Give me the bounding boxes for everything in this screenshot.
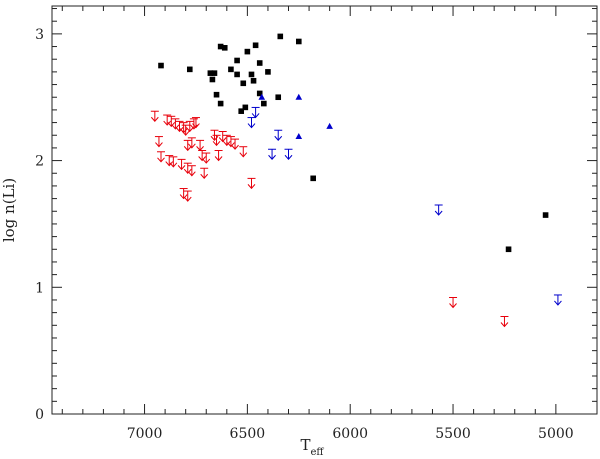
x-tick-label: 6500: [230, 426, 266, 442]
axis-ticks: [52, 6, 597, 415]
upper-limit-point: [214, 150, 223, 162]
square-point: [238, 108, 245, 114]
upper-limit-point: [165, 155, 174, 167]
square-point: [310, 175, 316, 182]
square-point: [277, 33, 284, 40]
square-point: [275, 94, 282, 101]
data-marks: [150, 33, 562, 328]
square-point: [248, 71, 255, 78]
x-tick-label: 7000: [127, 426, 163, 442]
upper-limit-point: [500, 316, 509, 328]
upper-limit-point: [247, 177, 256, 190]
upper-limit-point: [284, 148, 293, 161]
upper-limit-point: [247, 117, 256, 129]
square-point: [217, 43, 224, 50]
square-point: [209, 76, 216, 83]
square-point: [542, 212, 549, 218]
square-point: [256, 60, 263, 66]
upper-limit-point: [212, 134, 221, 147]
upper-limit-point: [553, 294, 562, 306]
y-tick-label: 1: [35, 280, 44, 296]
square-point: [234, 57, 240, 64]
upper-limit-point: [154, 136, 163, 148]
square-point: [244, 48, 251, 55]
upper-limit-point: [196, 139, 205, 152]
square-point: [211, 70, 218, 76]
plot-frame: [51, 5, 598, 415]
y-axis-label: log n(Li): [0, 178, 18, 242]
triangle-point: [295, 93, 303, 100]
upper-limit-point: [183, 162, 192, 174]
upper-limit-point: [169, 156, 178, 168]
upper-limit-point: [226, 136, 235, 148]
upper-limit-point: [200, 167, 209, 180]
upper-limit-point: [181, 124, 190, 136]
upper-limit-point: [187, 137, 196, 149]
upper-limit-point: [198, 150, 207, 162]
square-point: [207, 70, 214, 76]
square-point: [217, 100, 224, 107]
tick-labels: 7000 6500 6000 5500 5000 0 1 2 3: [35, 27, 574, 442]
upper-limit-point: [274, 129, 283, 142]
upper-limit-point: [175, 120, 184, 133]
square-point: [256, 90, 263, 97]
upper-limit-point: [434, 204, 443, 216]
y-tick-label: 3: [35, 27, 44, 43]
x-axis-label-sub: eff: [310, 447, 324, 458]
square-point: [250, 77, 257, 84]
square-point: [295, 38, 302, 45]
triangle-point: [258, 93, 266, 100]
square-point: [242, 104, 249, 111]
triangle-point: [295, 133, 303, 140]
upper-limit-point: [231, 138, 240, 150]
upper-limit-point: [185, 120, 194, 133]
triangle-point: [326, 122, 333, 129]
square-point: [186, 66, 193, 73]
upper-limit-point: [268, 148, 277, 161]
upper-limit-point: [202, 152, 211, 164]
upper-limit-point: [150, 110, 159, 122]
square-point: [158, 62, 164, 69]
upper-limit-point: [183, 190, 192, 202]
upper-limit-point: [163, 114, 172, 126]
square-point: [240, 80, 247, 87]
x-axis-label: Teff: [300, 436, 324, 458]
upper-limit-point: [157, 151, 165, 163]
upper-limit-point: [183, 139, 192, 152]
square-point: [234, 71, 240, 78]
upper-limit-point: [218, 131, 227, 143]
upper-limit-point: [167, 115, 176, 128]
upper-limit-point: [449, 296, 458, 309]
square-point: [213, 91, 220, 98]
square-point: [221, 45, 228, 51]
square-point: [228, 66, 234, 73]
x-tick-label: 5000: [538, 426, 574, 442]
y-tick-label: 0: [35, 407, 44, 423]
x-tick-label: 5500: [435, 426, 471, 442]
upper-limit-point: [191, 117, 200, 129]
x-tick-label: 6000: [332, 426, 368, 442]
upper-limit-point: [222, 134, 231, 147]
x-axis-label-main: T: [300, 436, 310, 454]
square-point: [252, 42, 259, 49]
square-point: [505, 246, 512, 253]
square-point: [261, 100, 267, 107]
y-tick-label: 2: [35, 154, 44, 170]
upper-limit-point: [251, 106, 260, 119]
square-point: [265, 69, 271, 75]
upper-limit-point: [171, 118, 180, 130]
upper-limit-point: [177, 158, 186, 171]
upper-limit-point: [239, 146, 248, 158]
upper-limit-point: [187, 165, 196, 177]
upper-limit-point: [179, 188, 188, 200]
